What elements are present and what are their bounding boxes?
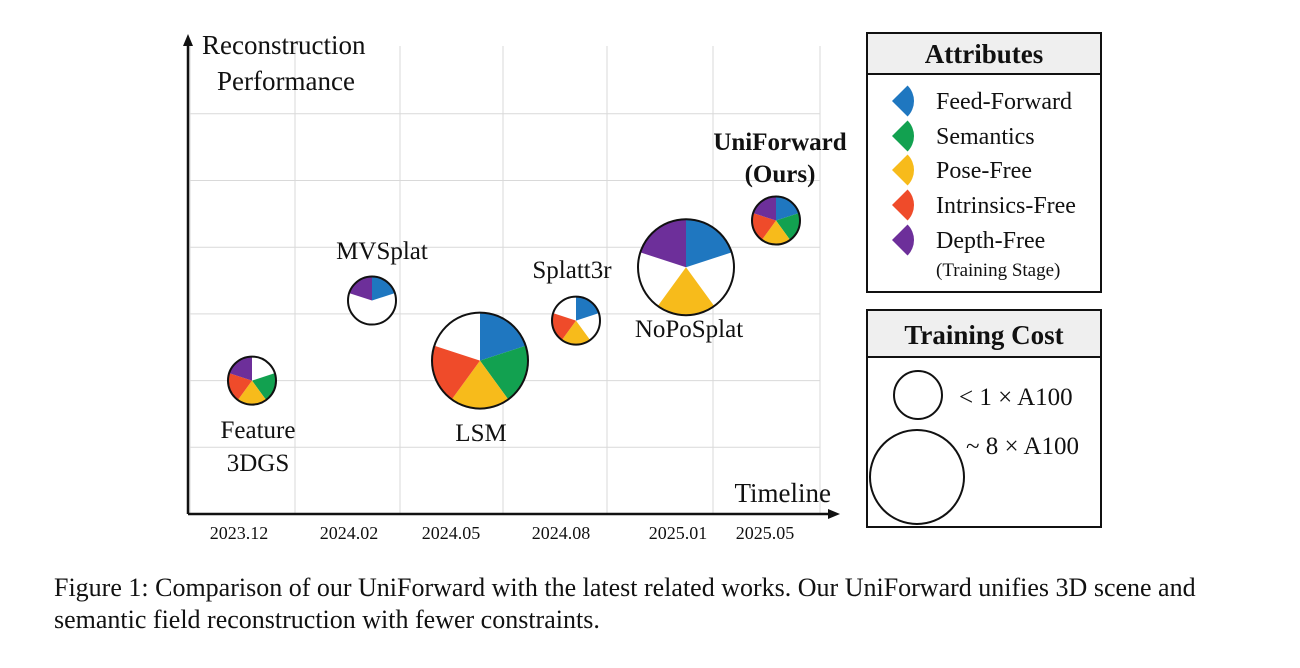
attributes-legend-title: Attributes xyxy=(925,39,1043,69)
point-label: UniForward xyxy=(713,129,846,156)
point-lsm: LSM xyxy=(431,311,529,447)
pie-slice-pose-free xyxy=(237,380,267,405)
point-uniforward-ours: UniForward (Ours) xyxy=(713,129,847,246)
x-tick-labels: 2023.12 2024.02 2024.05 2024.08 2025.01 2025.… xyxy=(210,523,795,543)
figure-caption: Figure 1: Comparison of our UniForward w… xyxy=(54,573,1196,634)
pie-slice-intrinsics-free xyxy=(227,373,252,401)
pie-slice-depth-free xyxy=(229,356,252,381)
point-label: Splatt3r xyxy=(532,257,612,284)
pie-slice-depth-free xyxy=(349,276,372,301)
legend-label: Feed-Forward xyxy=(936,89,1072,115)
attributes-legend: Attributes Feed-Forward Semantics Pose-Fre… xyxy=(866,32,1102,293)
x-tick-label: 2025.05 xyxy=(736,523,795,543)
attributes-legend-header xyxy=(868,34,1100,74)
legend-label: Depth-Free xyxy=(936,228,1045,254)
legend-swatch-intrinsics-free xyxy=(892,189,915,221)
legend-swatch-feed-forward xyxy=(892,85,915,117)
pie-slice-semantics xyxy=(480,345,528,400)
pie-slice-pose-free xyxy=(451,360,509,409)
point-outline xyxy=(347,275,397,326)
pie-slice-depth-free xyxy=(753,196,776,221)
y-axis-arrow xyxy=(183,34,193,46)
pie-slice-intrinsics-free xyxy=(751,213,776,240)
point-outline xyxy=(431,311,529,410)
cost-large-label: ~ 8 × A100 xyxy=(966,433,1079,460)
pie-slice-feed-forward xyxy=(576,296,599,321)
training-cost-legend: Training Cost < 1 × A100 ~ 8 × A100 xyxy=(866,309,1102,528)
point-noposplat: NoPoSplat xyxy=(635,218,743,343)
x-tick-label: 2024.08 xyxy=(532,523,591,543)
pie-slice-feed-forward xyxy=(776,196,799,221)
point-outline xyxy=(227,355,277,406)
legend-swatch-depth-free xyxy=(892,224,915,256)
point-label: NoPoSplat xyxy=(635,316,743,343)
x-axis-label: Timeline xyxy=(734,478,831,508)
axes: Reconstruction Performance Timeline xyxy=(183,30,840,519)
point-outline xyxy=(551,295,601,346)
legend-sublabel: (Training Stage) xyxy=(936,260,1060,281)
x-tick-label: 2023.12 xyxy=(210,523,269,543)
figure-chart: Reconstruction Performance Timeline 2023… xyxy=(183,30,1102,543)
point-outline xyxy=(637,218,735,317)
legend-swatch-semantics xyxy=(892,120,915,152)
pie-slice-pose-free xyxy=(657,267,715,316)
point-splatt3r: Splatt3r xyxy=(532,257,612,346)
point-label: 3DGS xyxy=(227,450,290,477)
legend-label: Intrinsics-Free xyxy=(936,193,1076,219)
point-label: MVSplat xyxy=(336,238,428,265)
pie-slice-feed-forward xyxy=(480,312,526,361)
cost-small-circle xyxy=(893,370,943,420)
point-label: Feature xyxy=(221,417,296,444)
pie-slice-depth-free xyxy=(640,219,686,268)
legend-swatch-pose-free xyxy=(892,154,915,186)
x-tick-label: 2025.01 xyxy=(649,523,708,543)
data-points: Feature 3DGS MVSplat LSM Splatt3r NoPoSplat Un… xyxy=(221,129,847,477)
x-tick-label: 2024.02 xyxy=(320,523,379,543)
point-outline xyxy=(751,195,801,246)
x-axis-arrow xyxy=(828,509,840,519)
cost-large-circle xyxy=(869,429,965,525)
x-tick-label: 2024.05 xyxy=(422,523,481,543)
pie-slice-feed-forward xyxy=(372,276,395,301)
y-axis-label-line-2: Performance xyxy=(217,66,355,96)
pie-slice-intrinsics-free xyxy=(432,345,480,400)
pie-slice-intrinsics-free xyxy=(551,313,576,340)
pie-slice-semantics xyxy=(776,213,801,240)
legend-label: Pose-Free xyxy=(936,158,1032,184)
training-cost-legend-title: Training Cost xyxy=(904,320,1063,350)
pie-slice-feed-forward xyxy=(686,219,732,268)
point-label: LSM xyxy=(455,420,506,447)
cost-small-label: < 1 × A100 xyxy=(959,384,1073,411)
point-label: (Ours) xyxy=(745,161,816,188)
pie-slice-semantics xyxy=(252,373,277,401)
point-feature-3dgs: Feature 3DGS xyxy=(221,355,296,477)
training-cost-legend-header xyxy=(868,311,1100,357)
pie-slice-pose-free xyxy=(761,220,791,245)
pie-slice-pose-free xyxy=(561,320,591,345)
legend-label: Semantics xyxy=(936,124,1035,150)
point-mvsplat: MVSplat xyxy=(336,238,428,326)
y-axis-label-line-1: Reconstruction xyxy=(202,30,366,60)
